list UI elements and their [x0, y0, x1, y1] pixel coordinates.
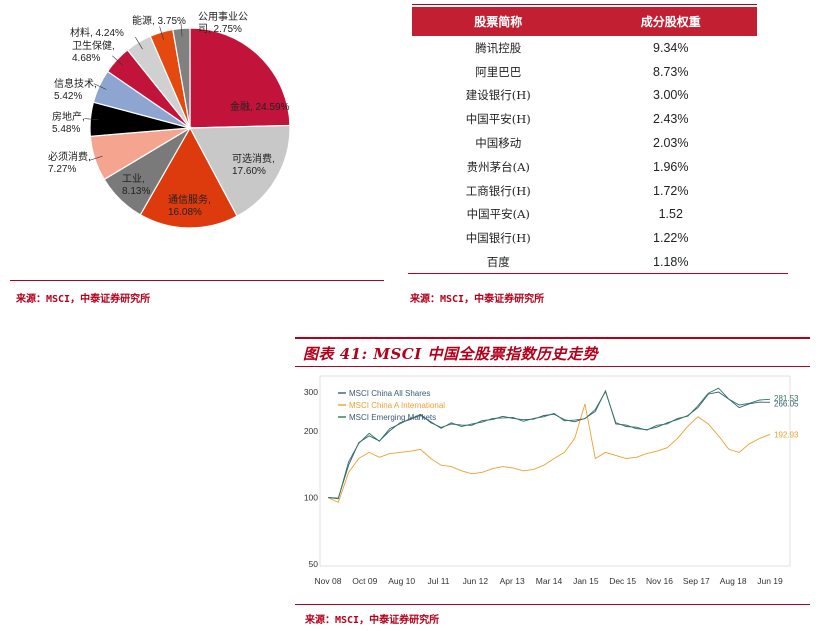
stock-name: 中国银行(H) — [465, 231, 531, 246]
stock-name: 腾讯控股 — [475, 40, 522, 55]
pie-label-6: 信息技术, 5.42% — [54, 77, 97, 102]
y-tick-label: 300 — [304, 387, 318, 397]
x-tick-label: Aug 10 — [388, 576, 415, 586]
stock-name: 中国平安(H) — [465, 112, 531, 127]
table-row: 百度 1.18% — [412, 250, 757, 274]
x-tick-label: Nov 08 — [315, 576, 342, 586]
series-end-label: 266.05 — [774, 400, 799, 409]
pie-label-4: 必须消费, 7.27% — [48, 150, 91, 175]
table-header: 股票简称 成分股权重 — [412, 7, 757, 36]
table-row: 阿里巴巴 8.73% — [412, 60, 757, 84]
pie-leader-10 — [180, 22, 183, 37]
stock-weight: 1.72% — [653, 183, 689, 198]
pie-leader-9 — [159, 26, 164, 40]
x-tick-label: Apr 13 — [500, 576, 525, 586]
table-row: 贵州茅台(A) 1.96% — [412, 155, 757, 179]
pie-slice-2 — [139, 126, 238, 229]
pie-label-1: 可选消费, 17.60% — [232, 152, 275, 177]
pie-label-2: 通信服务, 16.08% — [168, 193, 211, 218]
x-tick-label: Dec 15 — [609, 576, 636, 586]
pie-slice-1 — [189, 124, 291, 218]
series-line-1 — [327, 403, 771, 504]
pie-leader-7 — [112, 55, 123, 66]
x-tick-label: Jun 19 — [757, 576, 783, 586]
pie-leader-4 — [89, 155, 103, 161]
pie-label-10: 公用事业公司, 2.75% — [198, 10, 248, 35]
x-tick-label: Mar 14 — [536, 576, 563, 586]
x-tick-label: Aug 18 — [720, 576, 747, 586]
stock-weight: 1.96% — [653, 159, 689, 174]
pie-leader-5 — [84, 118, 99, 121]
table-top-rule — [412, 4, 757, 5]
series-end-label: 192.93 — [774, 430, 799, 439]
figure-title-rule — [295, 366, 810, 367]
table-row: 中国移动 2.03% — [412, 131, 757, 155]
stock-weight: 1.52 — [658, 207, 683, 222]
table-row: 工商银行(H) 1.72% — [412, 179, 757, 203]
stock-name: 百度 — [486, 255, 510, 270]
col-header-weight: 成分股权重 — [640, 15, 701, 29]
pie-label-7: 卫生保健, 4.68% — [72, 39, 115, 64]
stock-weight: 2.03% — [653, 136, 689, 151]
table-row: 中国平安(A) 1.52 — [412, 203, 757, 227]
pie-leader-8 — [135, 37, 143, 50]
pie-leader-6 — [93, 83, 107, 90]
stock-weight: 1.18% — [653, 255, 689, 270]
legend-label: MSCI Emerging Markets — [349, 413, 436, 422]
pie-source-rule — [10, 280, 384, 281]
stock-name: 建设银行(H) — [465, 88, 531, 103]
table-source-rule — [408, 273, 788, 274]
x-tick-label: Oct 09 — [352, 576, 377, 586]
stock-weight: 1.22% — [653, 231, 689, 246]
index-line-chart: 50 100 200 300 Nov 08 Oct 09 Aug 10 Jul 11 Jun 1… — [304, 375, 799, 586]
stock-weight: 2.43% — [653, 112, 689, 127]
figure-top-rule — [295, 337, 810, 339]
pie-label-9: 能源, 3.75% — [132, 14, 186, 27]
col-header-name: 股票简称 — [474, 15, 523, 29]
pie-label-5: 房地产, 5.48% — [52, 110, 85, 135]
stock-name: 贵州茅台(A) — [466, 159, 530, 174]
legend-label: MSCI China A International — [349, 401, 445, 410]
chart-source: 来源：MSCI，中泰证券研究所 — [305, 615, 440, 626]
table-source: 来源：MSCI，中泰证券研究所 — [410, 294, 545, 305]
y-tick-label: 50 — [309, 559, 319, 569]
stock-weight: 3.00% — [653, 88, 689, 103]
table-row: 腾讯控股 9.34% — [412, 36, 757, 60]
sector-pie-chart: 金融, 24.59% 可选消费, 17.60% 通信服务, 16.08% 工业, 8.13%… — [48, 10, 291, 229]
constituent-table: 股票简称 成分股权重 腾讯控股 9.34% 阿里巴巴 8.73% 建设银行(H) 3.00… — [412, 7, 757, 274]
legend-label: MSCI China All Shares — [349, 389, 430, 398]
pie-label-3: 工业, 8.13% — [122, 173, 150, 197]
table-row: 建设银行(H) 3.00% — [412, 84, 757, 108]
pie-slice-0 — [189, 27, 291, 129]
series-end-label: 281.53 — [774, 394, 799, 403]
stock-name: 中国平安(A) — [466, 207, 530, 222]
table-row: 中国平安(H) 2.43% — [412, 107, 757, 131]
x-tick-label: Sep 17 — [683, 576, 710, 586]
x-tick-label: Jun 12 — [463, 576, 489, 586]
stock-name: 阿里巴巴 — [475, 64, 522, 79]
y-tick-label: 100 — [304, 492, 318, 502]
figure-title: 图表 41: MSCI 中国全股票指数历史走势 — [303, 345, 598, 363]
pie-source: 来源：MSCI，中泰证券研究所 — [16, 294, 151, 305]
y-tick-label: 200 — [304, 426, 318, 436]
chart-source-rule — [295, 604, 810, 605]
x-tick-label: Jul 11 — [427, 576, 449, 586]
stock-weight: 8.73% — [653, 64, 689, 79]
x-tick-label: Jan 15 — [573, 576, 599, 586]
stock-name: 中国移动 — [475, 136, 522, 151]
stock-weight: 9.34% — [653, 40, 689, 55]
pie-label-0: 金融, 24.59% — [230, 100, 290, 113]
stock-name: 工商银行(H) — [465, 183, 531, 198]
series-line-2 — [327, 387, 771, 500]
x-tick-label: Nov 16 — [646, 576, 673, 586]
table-row: 中国银行(H) 1.22% — [412, 226, 757, 250]
pie-label-8: 材料, 4.24% — [70, 26, 124, 39]
